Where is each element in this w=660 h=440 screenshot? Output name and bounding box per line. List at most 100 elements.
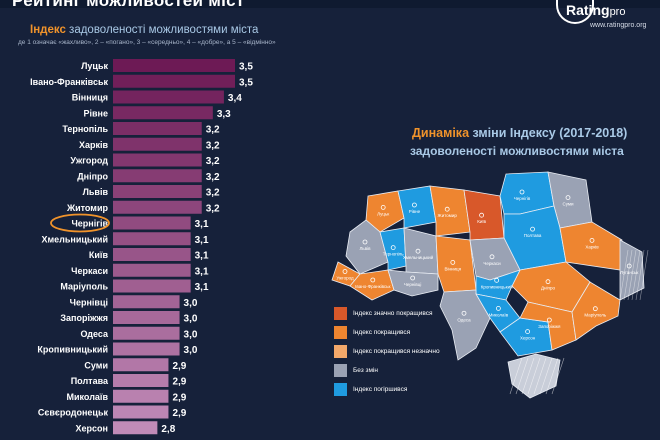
hatch-line xyxy=(521,357,535,395)
city-marker-icon xyxy=(489,254,495,260)
top-band xyxy=(0,0,660,8)
map-region xyxy=(463,189,505,241)
bar xyxy=(113,421,158,435)
map-region xyxy=(435,235,477,293)
map-region-label: Харків xyxy=(585,244,599,249)
logo-brand-sub: pro xyxy=(609,6,626,18)
category-label: Сєвєродонецьк xyxy=(38,408,109,418)
map-region-label: Одеса xyxy=(457,317,471,322)
hatch-line xyxy=(545,357,559,395)
map-region xyxy=(619,239,645,301)
map-title-rest: зміни Індексу (2017-2018) xyxy=(472,126,628,140)
legend-swatch xyxy=(334,383,347,396)
legend-swatch xyxy=(334,307,347,320)
legend-label: Індекс погіршився xyxy=(353,386,408,393)
map-region-label: Івано-Франківськ xyxy=(355,284,390,289)
bar-chart-title-accent: Індекс xyxy=(30,24,66,36)
city-marker-icon xyxy=(411,202,417,208)
bar xyxy=(113,405,169,419)
logo: Ratingpro xyxy=(566,2,625,18)
category-label: Дніпро xyxy=(77,171,108,181)
map-region-label: Чернівці xyxy=(404,282,421,287)
city-marker-icon xyxy=(342,269,348,274)
category-label: Миколаїв xyxy=(67,392,109,402)
legend-item: Без змін xyxy=(334,364,440,377)
map-region-label: Львів xyxy=(359,246,371,251)
category-label: Чернівці xyxy=(70,297,108,307)
value-label: 3,5 xyxy=(239,77,253,88)
value-label: 2,9 xyxy=(172,392,186,403)
bar xyxy=(113,342,180,356)
hatch-line xyxy=(509,357,523,395)
bar xyxy=(113,59,235,72)
map-region-label: Маріуполь xyxy=(584,313,607,318)
map-region-label: Херсон xyxy=(520,336,536,341)
logo-url: www.ratingpro.org xyxy=(590,22,647,29)
city-marker-icon xyxy=(530,226,535,232)
map-region-label: Вінниця xyxy=(445,266,462,271)
hatch-line xyxy=(533,357,547,395)
category-label: Ужгород xyxy=(70,156,108,166)
map-region xyxy=(571,281,621,341)
category-label: Вінниця xyxy=(72,93,108,103)
city-marker-icon xyxy=(525,329,530,335)
hatch-line xyxy=(631,249,641,301)
value-label: 3,0 xyxy=(184,298,198,309)
map-region xyxy=(439,289,491,361)
category-label: Маріуполь xyxy=(60,282,108,292)
value-label: 3,2 xyxy=(206,188,220,199)
map-region xyxy=(365,190,405,233)
category-label: Івано-Франківськ xyxy=(30,77,108,87)
category-label: Суми xyxy=(84,360,108,370)
value-label: 3,3 xyxy=(217,109,231,120)
category-label: Київ xyxy=(89,250,109,260)
bar xyxy=(113,279,191,293)
bar xyxy=(113,326,180,340)
legend-item: Індекс значно покращився xyxy=(334,307,440,320)
map-region-label: Дніпро xyxy=(541,286,555,291)
value-label: 3,2 xyxy=(206,140,220,151)
map-region xyxy=(429,185,471,237)
bar xyxy=(113,169,202,183)
bar xyxy=(113,295,180,309)
category-label: Луцьк xyxy=(81,61,108,71)
bar xyxy=(113,263,191,277)
map-region-label: Ужгород xyxy=(336,276,354,281)
value-label: 3,0 xyxy=(184,345,198,356)
bar xyxy=(113,216,191,230)
map-region-label: Житомир xyxy=(438,213,458,218)
category-label: Полтава xyxy=(71,376,109,386)
bar xyxy=(113,185,202,198)
hatch-line xyxy=(551,357,565,395)
city-marker-icon xyxy=(565,195,571,201)
category-label: Запоріжжя xyxy=(60,313,108,323)
legend-swatch xyxy=(334,364,347,377)
legend-item: Індекс покращився незначно xyxy=(334,345,440,358)
map-subtitle: задоволеності можливостями міста xyxy=(410,144,624,158)
bar xyxy=(113,248,191,261)
city-marker-icon xyxy=(410,275,416,281)
value-label: 3,2 xyxy=(206,172,220,183)
bar-chart-title: Індекс задоволеності можливостями міста xyxy=(30,24,258,36)
value-label: 3,5 xyxy=(239,62,253,73)
map-region-label: Тернопіль xyxy=(383,252,405,257)
bar xyxy=(113,200,202,214)
highlight-circle xyxy=(50,213,110,233)
hatch-line xyxy=(635,249,645,301)
map-region-label: Суми xyxy=(562,202,574,207)
city-marker-icon xyxy=(494,277,500,283)
city-marker-icon xyxy=(495,305,501,311)
bar xyxy=(113,122,202,135)
hatch-line xyxy=(627,249,637,301)
bar-chart: Луцьк 3,5 Івано-Франківськ 3,5 Вінниця 3,4 Рів… xyxy=(30,59,253,435)
value-label: 3,1 xyxy=(195,235,209,246)
legend-label: Індекс значно покращився xyxy=(353,310,433,317)
map-region xyxy=(387,269,439,297)
map-region xyxy=(397,185,437,229)
legend-label: Без змін xyxy=(353,367,379,374)
map-region-label: Полтава xyxy=(524,233,542,238)
bar xyxy=(113,389,169,403)
category-label: Львів xyxy=(83,187,109,197)
city-marker-icon xyxy=(546,317,552,323)
